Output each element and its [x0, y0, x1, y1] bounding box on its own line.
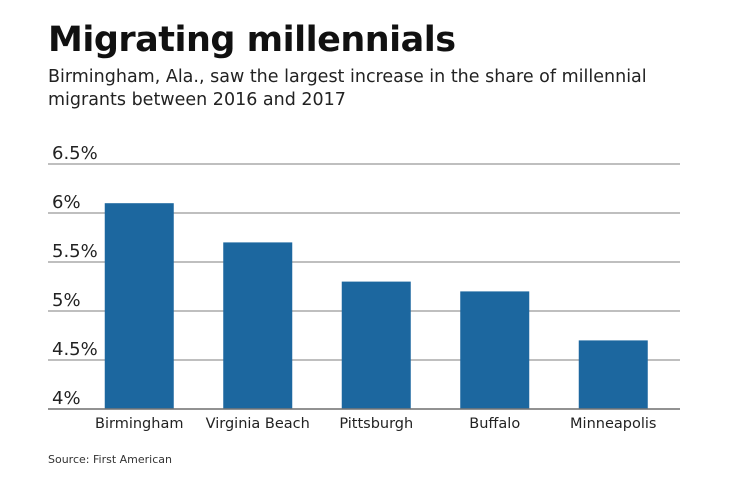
source-note: Source: First American: [48, 453, 172, 466]
bar-pittsburgh: [341, 281, 411, 409]
x-category-label: Birmingham: [95, 416, 183, 432]
x-category-label: Minneapolis: [570, 416, 656, 432]
chart-subtitle: Birmingham, Ala., saw the largest increa…: [48, 67, 647, 110]
x-category-label: Virginia Beach: [206, 416, 310, 432]
bar-minneapolis: [578, 340, 648, 409]
y-tick-label: 6.5%: [52, 143, 98, 164]
y-tick-label: 4.5%: [52, 339, 98, 360]
y-tick-label: 5%: [52, 290, 81, 311]
y-tick-label: 5.5%: [52, 241, 98, 262]
x-category-label: Pittsburgh: [339, 416, 413, 432]
chart-title: Migrating millennials: [48, 20, 456, 60]
bar-virginia-beach: [223, 242, 293, 409]
bar-buffalo: [460, 291, 530, 409]
x-category-label: Buffalo: [469, 416, 520, 432]
y-tick-label: 6%: [52, 192, 81, 213]
y-tick-label: 4%: [52, 388, 81, 409]
bar-birmingham: [104, 203, 174, 409]
